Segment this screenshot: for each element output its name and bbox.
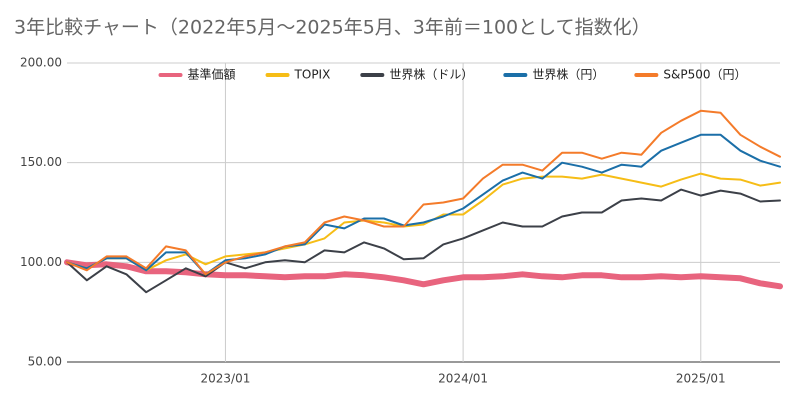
series-line	[66, 109, 781, 276]
x-tick-label: 2023/01	[201, 372, 251, 386]
legend-label: TOPIX	[294, 68, 331, 82]
y-tick-label: 50.00	[28, 355, 62, 369]
legend: 基準価額 TOPIX 世界株（ドル） 世界株（円） S&P500（円）	[158, 67, 746, 82]
series-line	[64, 259, 783, 290]
chart-title: 3年比較チャート（2022年5月〜2025年5月、3年前＝100として指数化）	[14, 17, 651, 39]
legend-label: 基準価額	[188, 67, 236, 82]
legend-label: 世界株（ドル）	[389, 67, 473, 82]
y-tick-label: 200.00	[20, 56, 62, 70]
series-line	[66, 188, 781, 294]
legend-label: S&P500（円）	[663, 68, 746, 82]
y-tick-label: 150.00	[20, 155, 62, 169]
series-line	[66, 172, 781, 272]
legend-label: 世界株（円）	[532, 67, 604, 82]
x-tick-label: 2024/01	[438, 372, 488, 386]
x-tick-label: 2025/01	[676, 372, 726, 386]
series-line	[66, 133, 781, 276]
y-tick-label: 100.00	[20, 255, 62, 269]
grid	[67, 62, 780, 363]
